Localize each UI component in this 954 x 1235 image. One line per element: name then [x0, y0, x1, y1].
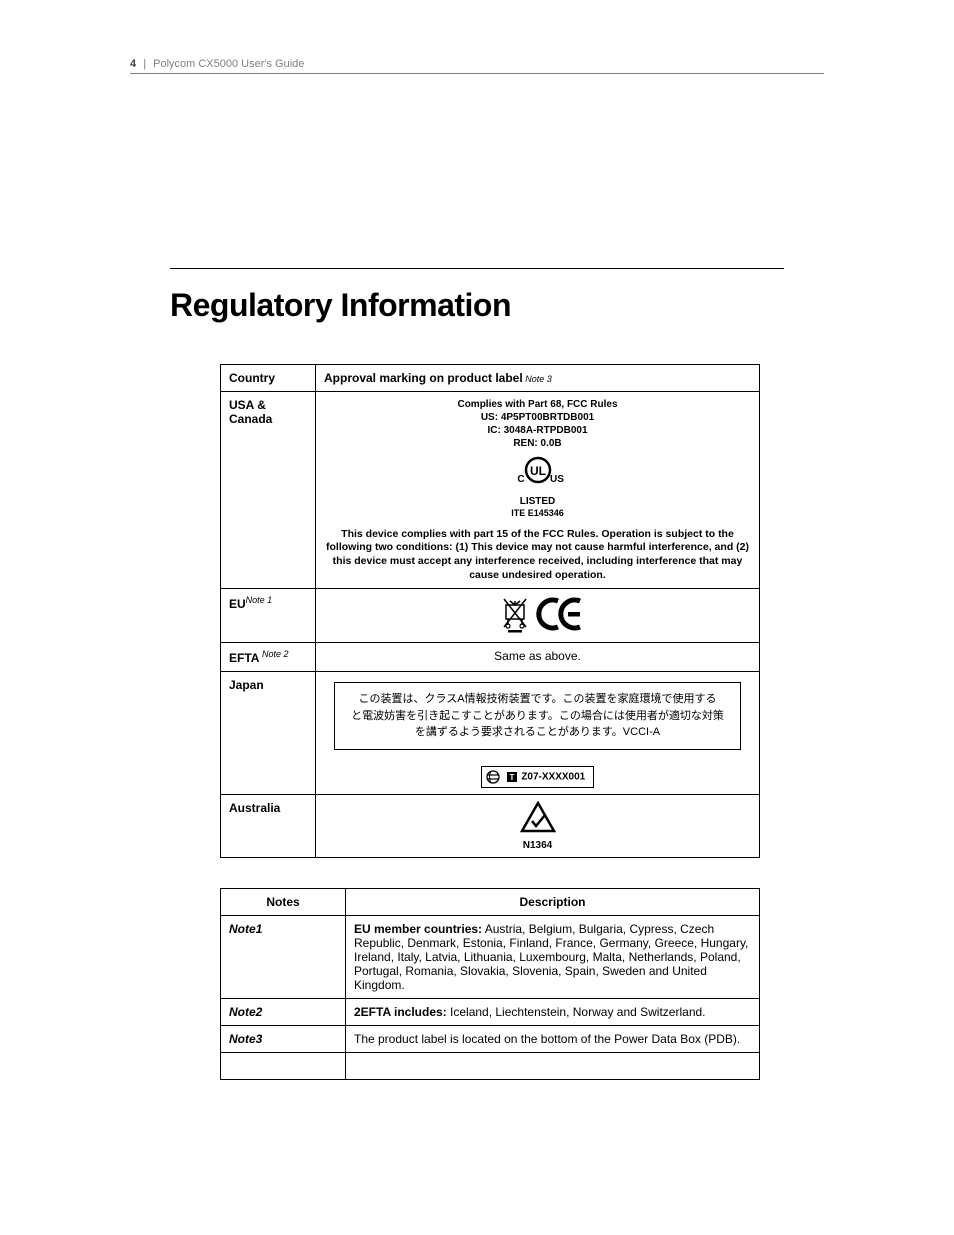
title-divider	[170, 268, 784, 269]
svg-text:UL: UL	[530, 464, 546, 478]
note1-description: EU member countries: Austria, Belgium, B…	[346, 915, 760, 998]
content-area: Regulatory Information Country Approval …	[170, 268, 784, 1080]
japan-telecom-mark: T Z07-XXXX001	[481, 766, 595, 788]
eu-note-ref: Note 1	[246, 595, 273, 605]
table-row: EUNote 1	[221, 589, 760, 643]
fcc-line-4: REN: 0.0B	[324, 437, 751, 450]
approval-efta: Same as above.	[316, 643, 760, 672]
table-row-empty	[221, 1052, 760, 1079]
header-separator: |	[143, 58, 146, 70]
fcc-compliance-text: This device complies with part 15 of the…	[324, 528, 751, 583]
empty-note	[221, 1052, 346, 1079]
approval-header-note: Note 3	[523, 374, 552, 384]
note2-text: Iceland, Liechtenstein, Norway and Switz…	[447, 1005, 706, 1019]
ul-mark-icon: UL C US	[324, 456, 751, 493]
svg-text:C: C	[517, 474, 524, 485]
efta-note-ref: Note 2	[259, 649, 288, 659]
country-australia: Australia	[221, 794, 316, 857]
country-usa: USA & Canada	[221, 392, 316, 589]
description-header: Description	[346, 888, 760, 915]
japan-line-1: この装置は、クラスA情報技術装置です。この装置を家庭環境で使用する	[347, 691, 728, 708]
japan-line-2: と電波妨害を引き起こすことがあります。この場合には使用者が適切な対策	[347, 708, 728, 725]
approval-usa: Complies with Part 68, FCC Rules US: 4P5…	[316, 392, 760, 589]
eu-label: EU	[229, 597, 246, 611]
country-efta: EFTA Note 2	[221, 643, 316, 672]
approval-eu	[316, 589, 760, 643]
country-eu: EUNote 1	[221, 589, 316, 643]
svg-text:T: T	[509, 773, 514, 782]
approval-australia: N1364	[316, 794, 760, 857]
empty-desc	[346, 1052, 760, 1079]
fcc-line-3: IC: 3048A-RTPDB001	[324, 424, 751, 437]
table-row: Note3 The product label is located on th…	[221, 1025, 760, 1052]
note2-description: 2EFTA includes: Iceland, Liechtenstein, …	[346, 998, 760, 1025]
efta-label: EFTA	[229, 651, 259, 665]
note2-label: Note2	[221, 998, 346, 1025]
regulatory-table: Country Approval marking on product labe…	[220, 364, 760, 858]
svg-text:US: US	[550, 474, 564, 485]
doc-title: Polycom CX5000 User's Guide	[153, 58, 304, 70]
country-japan: Japan	[221, 672, 316, 795]
notes-header-row: Notes Description	[221, 888, 760, 915]
australia-label: N1364	[324, 840, 751, 851]
table-row: Japan この装置は、クラスA情報技術装置です。この装置を家庭環境で使用する …	[221, 672, 760, 795]
table-row: Note1 EU member countries: Austria, Belg…	[221, 915, 760, 998]
weee-ce-icon	[488, 595, 588, 633]
note3-description: The product label is located on the bott…	[346, 1025, 760, 1052]
japan-mark-wrap: T Z07-XXXX001	[324, 760, 751, 788]
note1-bold: EU member countries:	[354, 922, 482, 936]
japan-mark-text: Z07-XXXX001	[521, 771, 585, 782]
notes-header: Notes	[221, 888, 346, 915]
notes-table: Notes Description Note1 EU member countr…	[220, 888, 760, 1080]
table-row: EFTA Note 2 Same as above.	[221, 643, 760, 672]
fcc-line-1: Complies with Part 68, FCC Rules	[324, 398, 751, 411]
table-row: USA & Canada Complies with Part 68, FCC …	[221, 392, 760, 589]
ite-text: ITE E145346	[324, 508, 751, 520]
japan-vcci-box: この装置は、クラスA情報技術装置です。この装置を家庭環境で使用する と電波妨害を…	[334, 682, 741, 750]
country-header: Country	[221, 365, 316, 392]
table-row: Australia N1364	[221, 794, 760, 857]
note2-bold: 2EFTA includes:	[354, 1005, 447, 1019]
note3-label: Note3	[221, 1025, 346, 1052]
page-title: Regulatory Information	[170, 287, 784, 324]
c-tick-icon	[518, 801, 558, 837]
table-row: Note2 2EFTA includes: Iceland, Liechtens…	[221, 998, 760, 1025]
listed-text: LISTED	[324, 495, 751, 508]
approval-japan: この装置は、クラスA情報技術装置です。この装置を家庭環境で使用する と電波妨害を…	[316, 672, 760, 795]
japan-line-3: を講ずるよう要求されることがあります。VCCI-A	[347, 724, 728, 741]
note1-label: Note1	[221, 915, 346, 998]
table-header-row: Country Approval marking on product labe…	[221, 365, 760, 392]
page-number: 4	[130, 58, 136, 70]
approval-header: Approval marking on product label Note 3	[316, 365, 760, 392]
page-header: 4 | Polycom CX5000 User's Guide	[130, 58, 824, 74]
approval-header-text: Approval marking on product label	[324, 371, 523, 385]
fcc-line-2: US: 4P5PT00BRTDB001	[324, 411, 751, 424]
